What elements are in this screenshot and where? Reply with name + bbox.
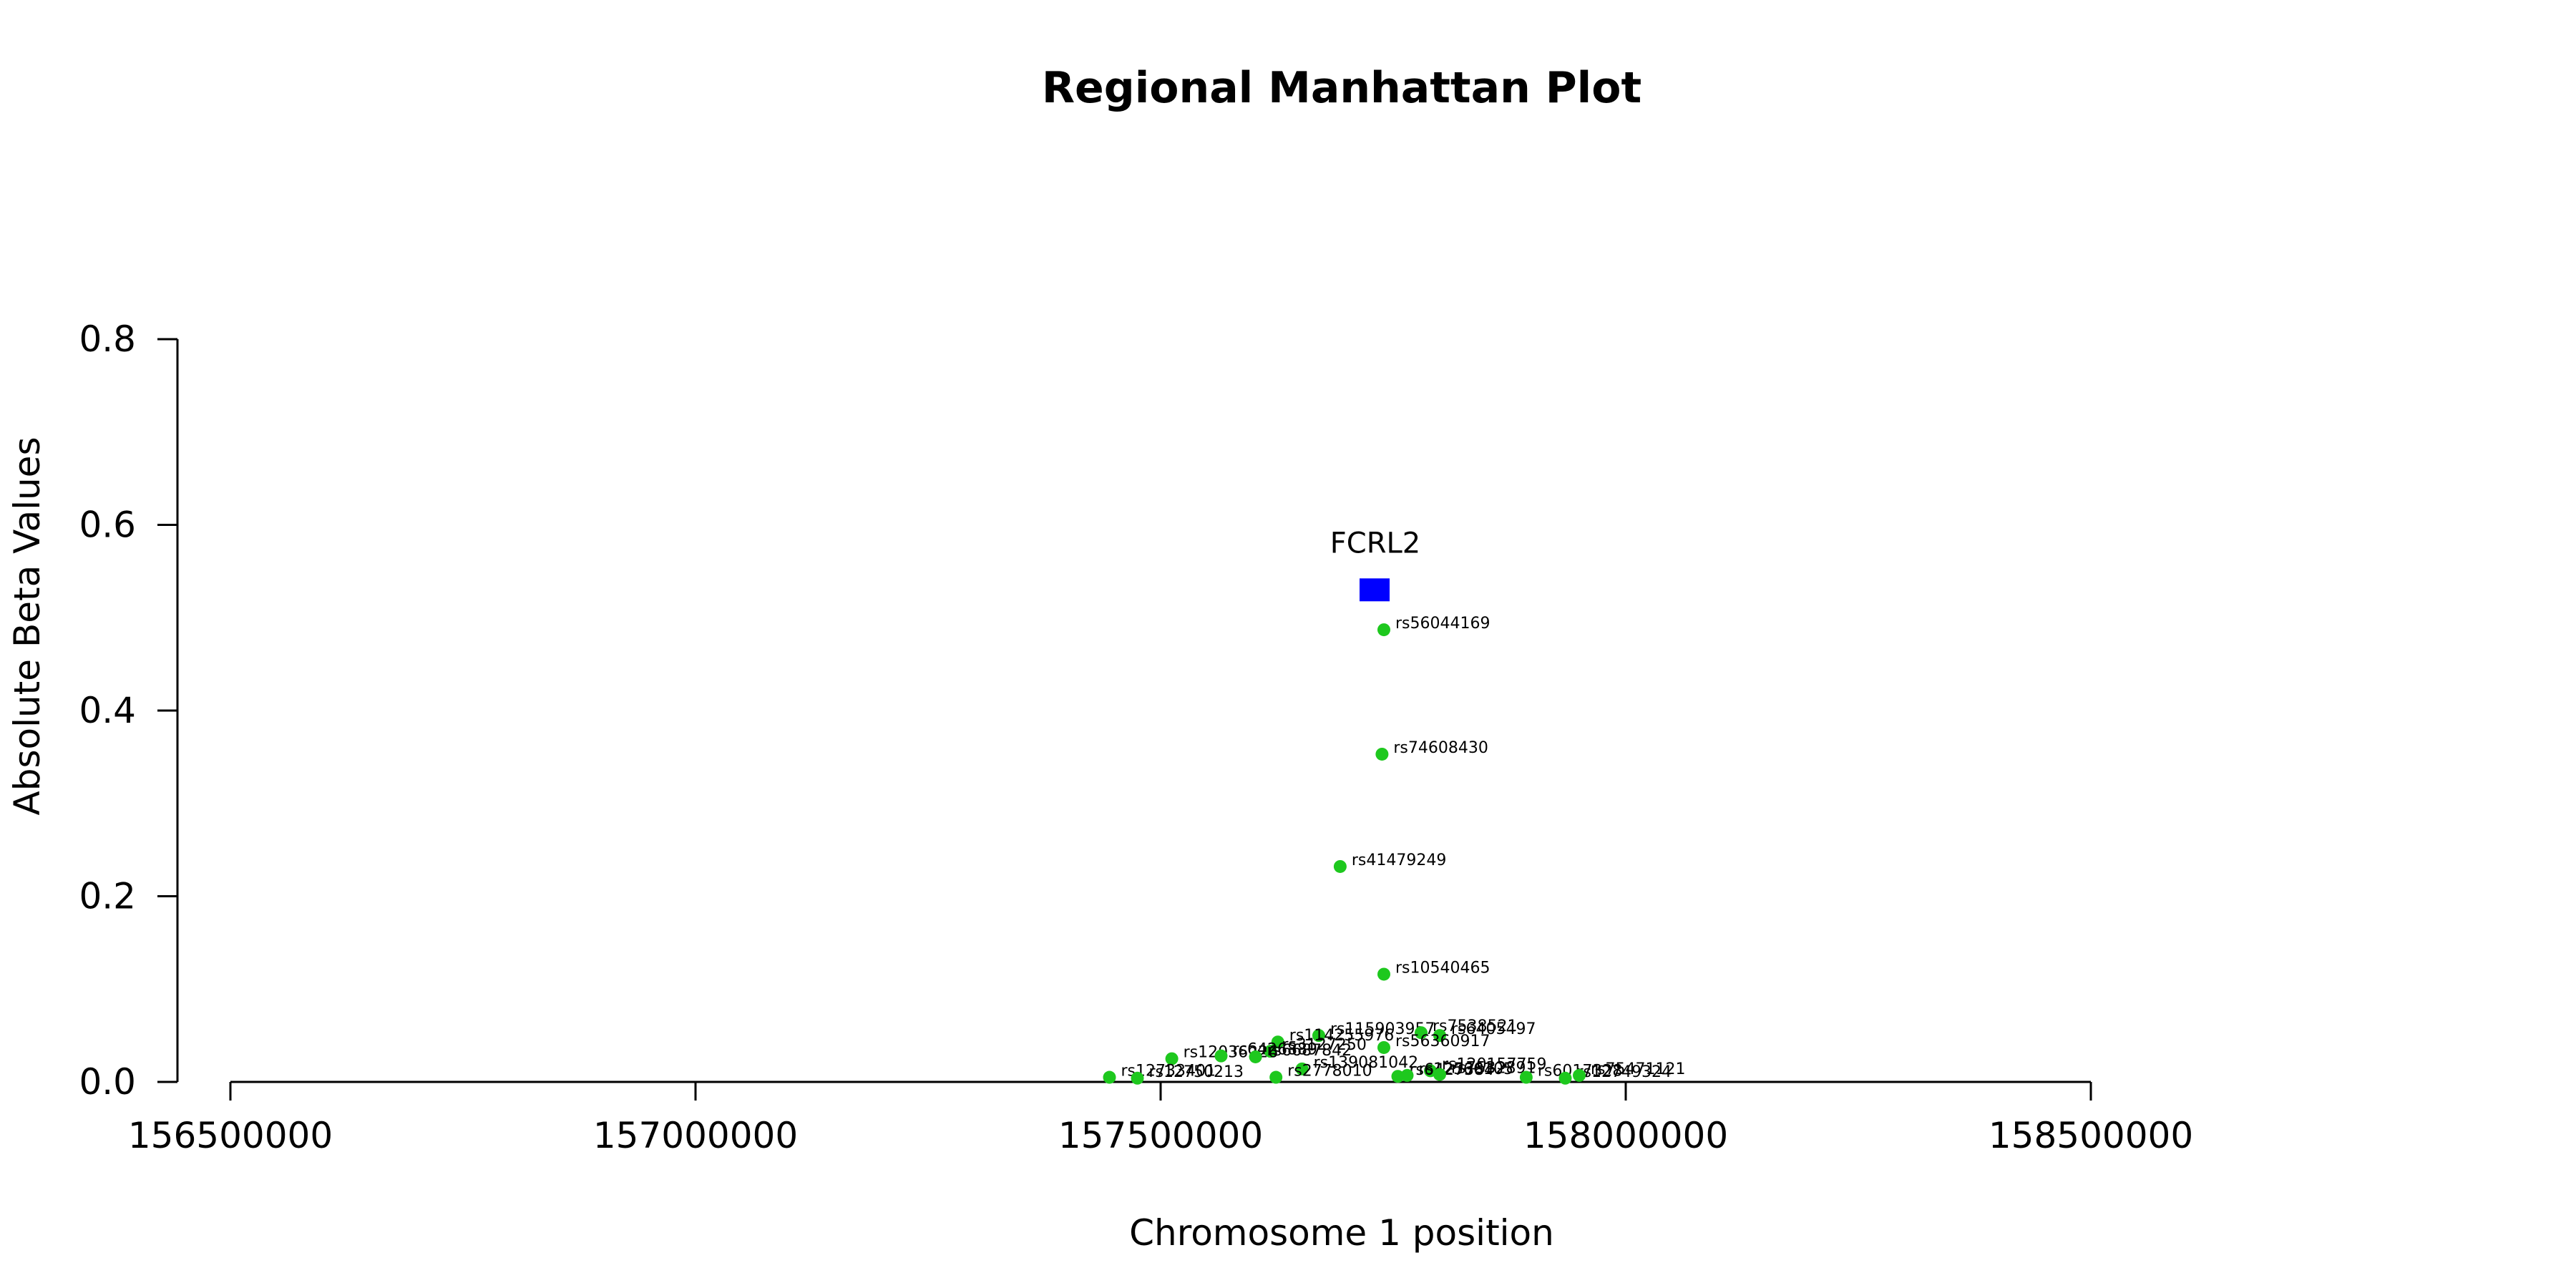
plot-marks: rs56044169 rs74608430 rs41479249 rs10540465… <box>1103 527 1685 1085</box>
snp-point <box>1519 1070 1533 1084</box>
snp-label: rs56044169 <box>1395 615 1490 633</box>
snp-point <box>1295 1062 1309 1075</box>
y-tick-label: 0.0 <box>79 1061 136 1103</box>
y-axis-label: Absolute Beta Values <box>6 437 48 816</box>
snp-label: rs120157759 <box>1442 1055 1546 1073</box>
snp-point <box>1433 1029 1446 1043</box>
snp-point <box>1103 1070 1116 1084</box>
snp-label: rs12749324 <box>1577 1063 1672 1081</box>
snp-point <box>1433 1068 1446 1081</box>
snp-point <box>1312 1029 1325 1043</box>
snp-label: rs2778010 <box>1287 1063 1372 1080</box>
snp-label: rs12036226 <box>1184 1044 1278 1062</box>
chart-title: Regional Manhattan Plot <box>1042 63 1641 113</box>
snp-point <box>1377 967 1390 981</box>
snp-label: rs139081042 <box>1314 1054 1418 1072</box>
snp-point <box>1375 747 1389 761</box>
gene-label: FCRL2 <box>1330 527 1420 560</box>
snp-label: rs3127250 <box>1282 1036 1367 1054</box>
snp-point <box>1377 1040 1390 1054</box>
axes: 156500000 157000000 157500000 158000000 1585… <box>79 318 2193 1156</box>
y-tick-label: 0.8 <box>79 318 136 360</box>
snp-point <box>1400 1068 1414 1082</box>
snp-label: rs74608430 <box>1393 739 1488 757</box>
snp-label: rs75471121 <box>1591 1060 1685 1078</box>
snp-point <box>1391 1070 1405 1083</box>
snp-label: rs10540465 <box>1395 959 1490 977</box>
snp-label: rs114255976 <box>1289 1027 1394 1045</box>
snp-point <box>1131 1071 1144 1085</box>
y-tick-label: 0.6 <box>79 504 136 546</box>
x-tick-label: 158500000 <box>1989 1115 2193 1156</box>
snp-label: rs6405497 <box>1451 1020 1536 1038</box>
snp-point <box>1165 1052 1179 1065</box>
x-axis-label: Chromosome 1 position <box>1129 1212 1554 1254</box>
snp-point <box>1264 1045 1277 1058</box>
x-tick-label: 156500000 <box>128 1115 333 1156</box>
x-tick-label: 157000000 <box>593 1115 798 1156</box>
y-tick-label: 0.2 <box>79 876 136 917</box>
x-tick-label: 157500000 <box>1058 1115 1263 1156</box>
snp-label: rs6427384 <box>1410 1061 1495 1079</box>
snp-label: rs6687842 <box>1267 1042 1352 1060</box>
snp-label: rs41479249 <box>1352 852 1446 869</box>
snp-point <box>1214 1049 1228 1063</box>
snp-point <box>1333 859 1347 873</box>
snp-point <box>1269 1070 1283 1084</box>
snp-label: rs6426889 <box>1233 1041 1318 1059</box>
snp-label: rs12750213 <box>1149 1063 1244 1081</box>
y-tick-label: 0.4 <box>79 690 136 731</box>
snp-label: rs7538521 <box>1433 1018 1518 1035</box>
snp-point <box>1415 1026 1428 1040</box>
snp-point <box>1573 1068 1586 1082</box>
x-tick-label: 158000000 <box>1523 1115 1728 1156</box>
snp-label: rs56360917 <box>1395 1033 1490 1050</box>
snp-point <box>1377 623 1390 637</box>
snp-point <box>1271 1035 1284 1049</box>
gene-marker <box>1360 578 1390 602</box>
snp-point <box>1558 1071 1572 1085</box>
snp-point <box>1249 1050 1262 1063</box>
